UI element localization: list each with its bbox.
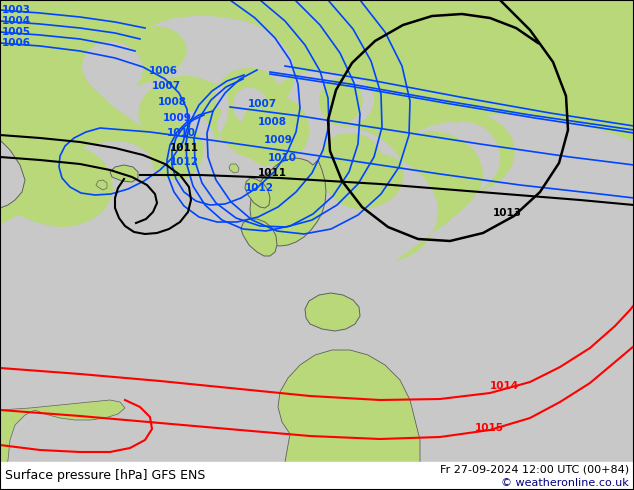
Text: 1009: 1009 <box>264 135 293 145</box>
Text: 1011: 1011 <box>258 168 287 178</box>
Text: © weatheronline.co.uk: © weatheronline.co.uk <box>501 478 629 488</box>
Text: Surface pressure [hPa] GFS ENS: Surface pressure [hPa] GFS ENS <box>5 469 205 483</box>
Text: 1009: 1009 <box>163 113 192 123</box>
Polygon shape <box>0 0 634 261</box>
Text: 1007: 1007 <box>248 99 277 109</box>
Text: 1012: 1012 <box>245 183 274 193</box>
Polygon shape <box>241 219 277 256</box>
Text: 1015: 1015 <box>475 423 504 433</box>
Text: 1014: 1014 <box>490 381 519 391</box>
Polygon shape <box>278 350 420 490</box>
Text: 1003: 1003 <box>2 5 31 15</box>
Text: 1011: 1011 <box>170 143 199 153</box>
Text: 1004: 1004 <box>2 16 31 26</box>
Text: 1006: 1006 <box>2 38 31 48</box>
Polygon shape <box>110 165 138 182</box>
Text: 1008: 1008 <box>158 97 187 107</box>
Text: Fr 27-09-2024 12:00 UTC (00+84): Fr 27-09-2024 12:00 UTC (00+84) <box>440 465 629 475</box>
Polygon shape <box>229 164 239 173</box>
Polygon shape <box>305 293 360 331</box>
Text: 1007: 1007 <box>152 81 181 91</box>
Polygon shape <box>245 178 270 208</box>
Text: 1012: 1012 <box>170 157 199 167</box>
Text: 1010: 1010 <box>167 128 196 138</box>
Text: 1005: 1005 <box>2 27 31 37</box>
Text: 1006: 1006 <box>149 66 178 76</box>
Polygon shape <box>250 158 326 246</box>
Text: 1010: 1010 <box>268 153 297 163</box>
Text: 1013: 1013 <box>493 208 522 218</box>
Bar <box>0 462 634 490</box>
Text: 1008: 1008 <box>258 117 287 127</box>
Polygon shape <box>0 400 125 490</box>
Polygon shape <box>96 180 107 190</box>
